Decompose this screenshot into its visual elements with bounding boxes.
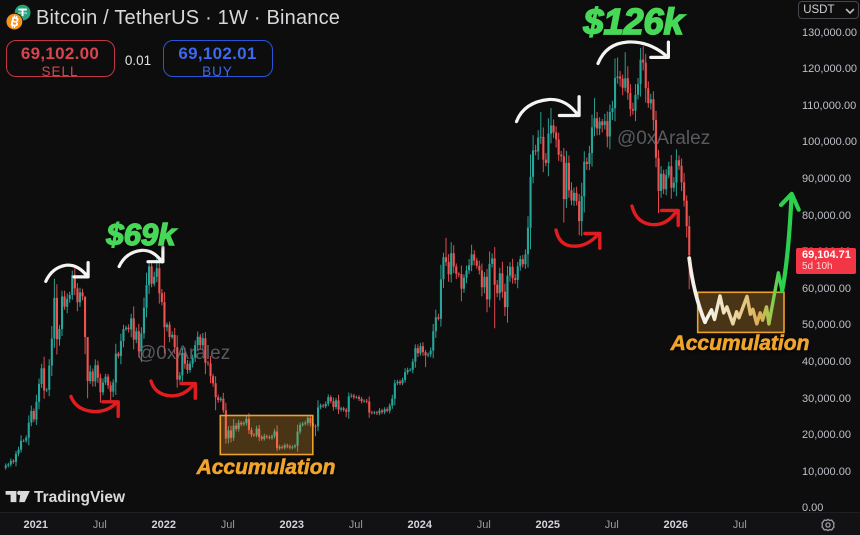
svg-text:TradingView: TradingView — [34, 489, 126, 506]
